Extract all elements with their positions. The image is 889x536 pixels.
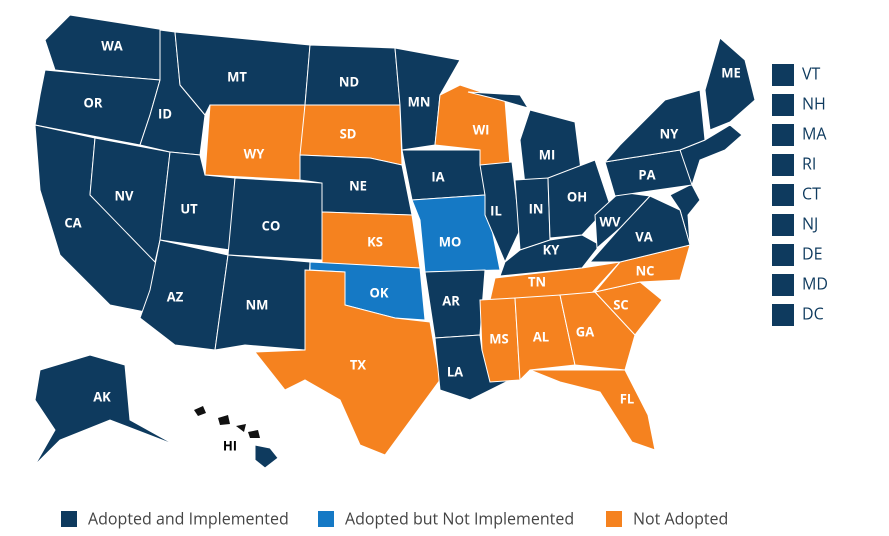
state-label: NC xyxy=(636,261,655,279)
state-label: WV xyxy=(599,212,621,230)
state-label: CA xyxy=(64,213,81,231)
state-label: IN xyxy=(529,199,544,217)
small-state-label: RI xyxy=(802,152,816,174)
small-state-label: DE xyxy=(802,242,823,264)
state xyxy=(489,261,622,301)
legend-label: Adopted and Implemented xyxy=(88,507,289,529)
state-label: UT xyxy=(180,199,198,217)
northeast-small-states xyxy=(669,124,743,246)
small-state-swatch xyxy=(772,94,794,116)
island xyxy=(248,430,260,438)
state-label: SD xyxy=(340,124,357,142)
legend-swatch xyxy=(318,511,334,527)
small-state-label: VT xyxy=(802,62,821,84)
state-label: KS xyxy=(367,232,383,250)
state-label: MT xyxy=(227,67,247,85)
state-label: IL xyxy=(490,201,502,219)
state-label: FL xyxy=(620,389,634,407)
state-labels: WA OR CA NV ID MT WY UT CO AZ NM ND SD NE KS OK TX MN IA MO… xyxy=(64,36,740,454)
map-base xyxy=(194,124,743,438)
state-label: IA xyxy=(431,167,444,185)
small-state-label: MA xyxy=(802,122,827,144)
state xyxy=(254,444,279,469)
island xyxy=(194,406,206,416)
state-label: WA xyxy=(101,36,123,54)
state-label: NM xyxy=(246,295,269,313)
small-state-label: CT xyxy=(802,182,821,204)
state xyxy=(529,369,656,451)
state-label: OH xyxy=(567,187,587,205)
small-state-swatch xyxy=(772,184,794,206)
state-label: AK xyxy=(93,387,111,405)
state xyxy=(479,297,521,383)
state-label: NV xyxy=(114,186,134,204)
legend-label: Not Adopted xyxy=(633,507,728,529)
state-label: CO xyxy=(262,216,281,234)
hawaii-islands xyxy=(194,406,260,438)
island xyxy=(218,415,230,425)
state-label: MN xyxy=(408,92,431,110)
state-label: MO xyxy=(439,232,462,250)
state-label: ND xyxy=(339,72,359,90)
state-label: HI xyxy=(223,436,237,454)
state xyxy=(704,37,756,131)
state xyxy=(204,104,306,181)
small-state-swatch xyxy=(772,244,794,266)
state xyxy=(34,354,176,466)
small-state-label: NH xyxy=(802,92,826,114)
small-state-swatch xyxy=(772,274,794,296)
small-state-swatch xyxy=(772,64,794,86)
state-label: AZ xyxy=(167,287,184,305)
state-label: WI xyxy=(473,120,490,138)
states xyxy=(34,14,756,469)
state-label: VA xyxy=(635,227,652,245)
state-label: SC xyxy=(613,295,628,313)
state-label: AL xyxy=(533,327,549,345)
small-state-label: MD xyxy=(802,272,828,294)
state-label: ME xyxy=(721,63,741,81)
small-state-swatch xyxy=(772,154,794,176)
state-label: GA xyxy=(576,322,594,340)
small-state-label: NJ xyxy=(802,212,818,234)
state-label: AR xyxy=(442,291,460,309)
state xyxy=(253,269,441,456)
state-label: OK xyxy=(370,283,389,301)
state-label: KY xyxy=(543,240,561,258)
state xyxy=(559,291,636,371)
state-label: LA xyxy=(447,362,463,380)
small-state-swatch xyxy=(772,124,794,146)
island xyxy=(236,424,246,432)
legend-swatch xyxy=(61,511,77,527)
state-label: MI xyxy=(539,145,556,163)
small-state-label: DC xyxy=(802,302,824,324)
state-label: TN xyxy=(528,272,546,290)
state-label: NE xyxy=(349,176,367,194)
state xyxy=(499,234,601,277)
state-label: ID xyxy=(158,104,172,122)
small-state-swatch xyxy=(772,214,794,236)
state xyxy=(214,254,311,351)
state-label: OR xyxy=(84,93,103,111)
legend-label: Adopted but Not Implemented xyxy=(345,507,574,529)
state-label: WY xyxy=(244,144,266,162)
state-label: MS xyxy=(489,329,508,347)
state-label: NY xyxy=(660,124,680,142)
small-state-swatch xyxy=(772,304,794,326)
state-label: PA xyxy=(638,165,655,183)
state xyxy=(514,294,576,382)
state xyxy=(603,89,706,163)
legend-swatch xyxy=(606,511,622,527)
state-label: TX xyxy=(350,355,367,373)
